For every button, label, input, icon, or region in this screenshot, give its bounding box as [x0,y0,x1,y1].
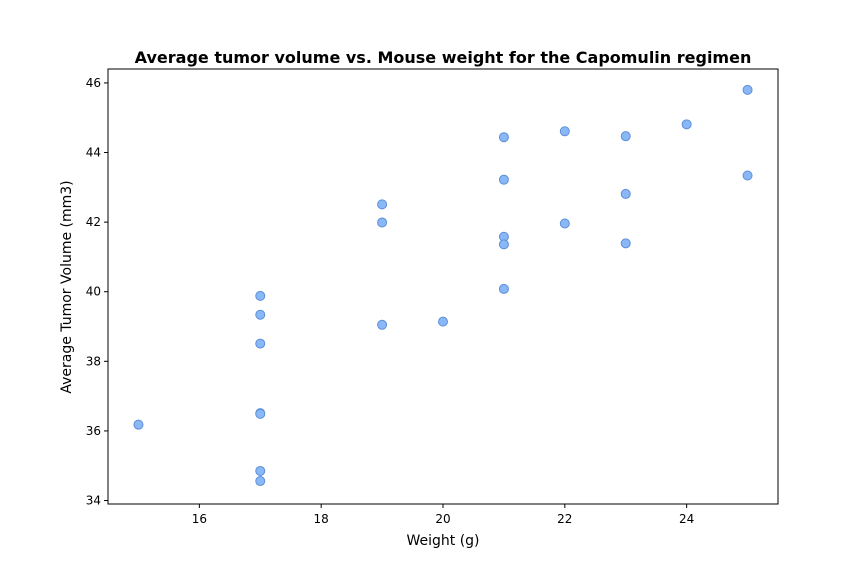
data-point [255,476,266,487]
y-tick-label: 38 [86,354,101,368]
y-tick-label: 34 [86,494,101,508]
y-tick-label: 40 [86,285,101,299]
x-tick-label: 24 [679,512,694,526]
data-point [133,419,144,430]
chart-title: Average tumor volume vs. Mouse weight fo… [135,48,752,67]
data-point [255,309,266,320]
y-tick-label: 44 [86,146,101,160]
data-point [438,316,448,327]
x-tick-label: 22 [557,512,572,526]
x-tick-label: 16 [192,512,207,526]
data-point [498,239,509,250]
data-point [498,132,509,143]
x-tick-label: 20 [435,512,450,526]
data-point [255,290,266,301]
data-point [620,188,631,199]
y-tick-label: 46 [86,76,101,90]
data-point [255,408,266,419]
plot-frame [107,68,779,505]
y-tick-label: 36 [86,424,101,438]
data-point [559,126,570,137]
data-point [377,217,388,228]
data-point [620,131,631,142]
x-axis-label: Weight (g) [406,533,479,549]
data-point [377,199,388,210]
y-axis-label: Average Tumor Volume (mm3) [59,180,75,393]
data-point [620,238,631,249]
data-point [377,319,388,330]
data-point [255,465,266,476]
x-tick-label: 18 [314,512,329,526]
data-point [559,218,570,229]
data-point [255,338,266,349]
plot-area: 16 18 20 22 24 34 36 38 40 42 44 46 [86,68,779,526]
y-tick-label: 42 [86,215,101,229]
data-point [498,174,509,185]
data-point [742,84,753,95]
data-point [498,283,509,294]
data-point [681,119,692,130]
data-point [742,170,753,181]
